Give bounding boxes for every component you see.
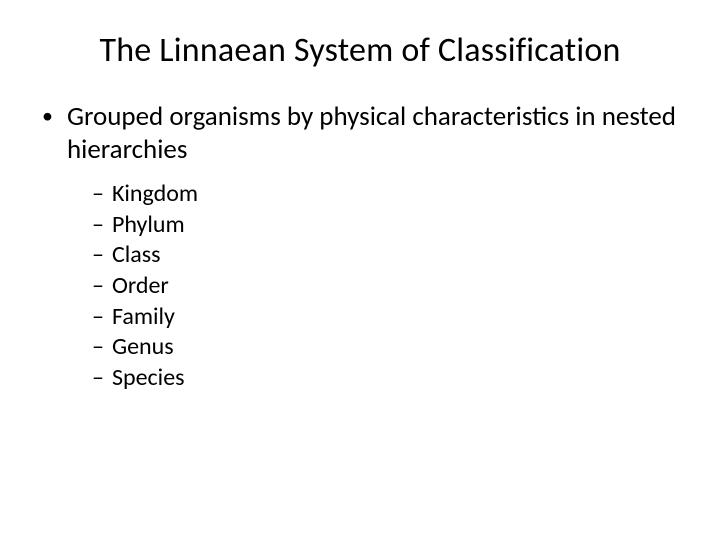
dash-marker-icon: – (92, 179, 104, 210)
list-item-label: Kingdom (112, 179, 198, 210)
list-item-label: Genus (112, 332, 174, 363)
bullet-marker-icon: • (42, 101, 53, 132)
slide-title: The Linnaean System of Classification (40, 30, 680, 71)
list-item-label: Order (112, 271, 169, 302)
list-item-label: Species (112, 363, 185, 394)
list-item: – Species (92, 363, 680, 394)
dash-marker-icon: – (92, 332, 104, 363)
slide: The Linnaean System of Classification • … (0, 0, 720, 540)
list-item-label: Family (112, 302, 175, 333)
dash-marker-icon: – (92, 271, 104, 302)
bullet-text: Grouped organisms by physical characteri… (67, 101, 680, 167)
dash-marker-icon: – (92, 240, 104, 271)
list-item: – Family (92, 302, 680, 333)
bullet-item: • Grouped organisms by physical characte… (40, 101, 680, 167)
hierarchy-list: – Kingdom – Phylum – Class – Order – Fam… (92, 179, 680, 394)
dash-marker-icon: – (92, 363, 104, 394)
list-item: – Phylum (92, 210, 680, 241)
list-item: – Kingdom (92, 179, 680, 210)
dash-marker-icon: – (92, 210, 104, 241)
list-item-label: Class (112, 240, 161, 271)
list-item-label: Phylum (112, 210, 185, 241)
dash-marker-icon: – (92, 302, 104, 333)
list-item: – Order (92, 271, 680, 302)
list-item: – Genus (92, 332, 680, 363)
list-item: – Class (92, 240, 680, 271)
